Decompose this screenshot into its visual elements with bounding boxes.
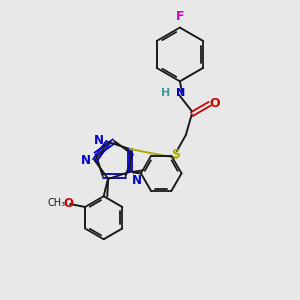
- Text: N: N: [176, 88, 185, 98]
- Text: O: O: [63, 196, 73, 210]
- Text: N: N: [94, 134, 104, 147]
- Text: H: H: [161, 88, 170, 98]
- Text: N: N: [81, 154, 91, 167]
- Text: S: S: [171, 148, 180, 161]
- Text: N: N: [132, 174, 142, 187]
- Text: F: F: [176, 10, 184, 23]
- Text: CH₃: CH₃: [47, 198, 65, 208]
- Text: O: O: [210, 97, 220, 110]
